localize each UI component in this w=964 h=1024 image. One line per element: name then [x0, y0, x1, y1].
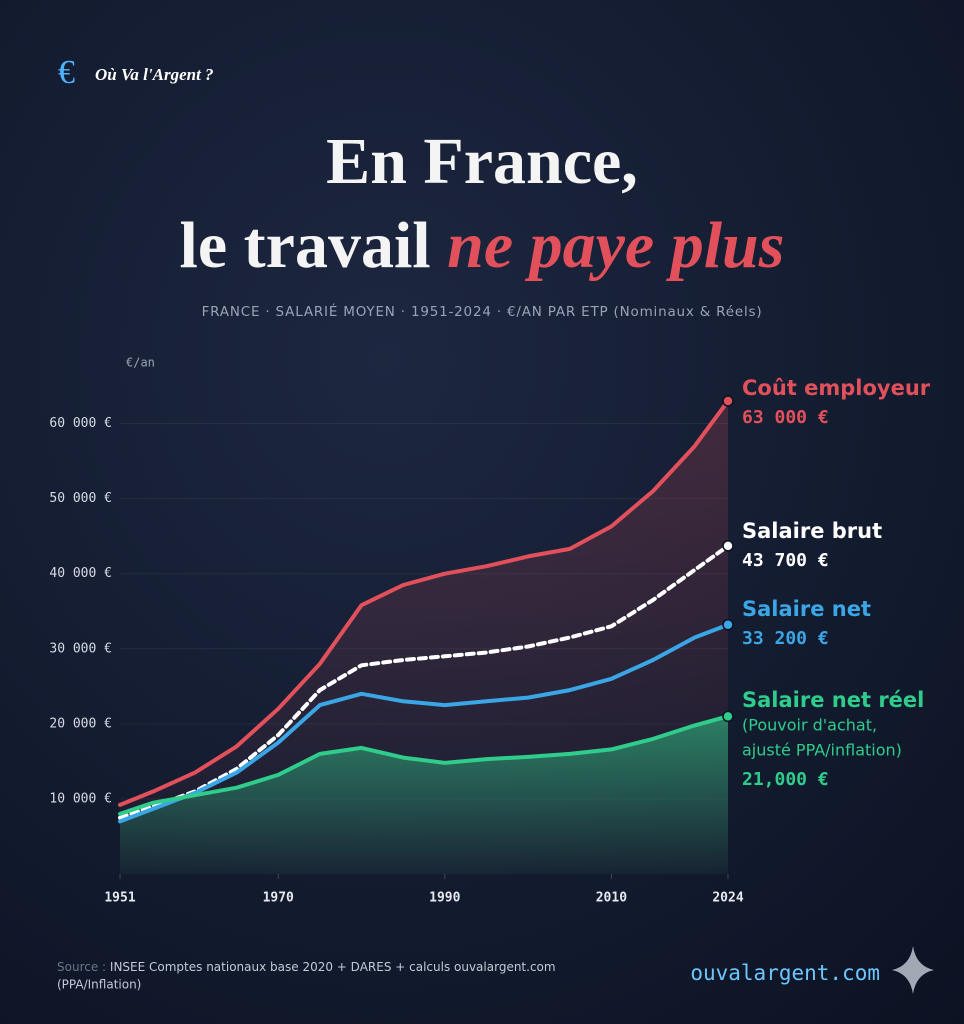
end-point [722, 540, 734, 552]
brand-logo: € [58, 54, 75, 91]
x-tick-label: 1951 [104, 891, 135, 906]
value-label: 33 200 € [742, 628, 829, 649]
source: Source : INSEE Comptes nationaux base 20… [57, 960, 556, 974]
x-tick-label: 1970 [263, 891, 294, 906]
legend-label: Coût employeur [742, 376, 931, 400]
area [120, 716, 728, 874]
line [118, 399, 730, 807]
legend-label: Salaire net réel [742, 688, 924, 712]
value-label: 43 700 € [742, 550, 829, 571]
series-note: (Pouvoir d'achat, [742, 716, 877, 735]
y-tick-label: 50 000 € [49, 491, 112, 506]
series-note: ajusté PPA/inflation) [742, 741, 902, 760]
sparkle-icon [892, 946, 934, 994]
y-tick-label: 60 000 € [49, 416, 112, 431]
x-tick-label: 2010 [596, 891, 627, 906]
source-text: (PPA/Inflation) [57, 978, 141, 992]
line [118, 622, 730, 824]
y-tick-label: 30 000 € [49, 641, 112, 656]
title-line: En France, [326, 125, 638, 198]
y-tick-label: 40 000 € [49, 566, 112, 581]
y-tick-label: 20 000 € [49, 716, 112, 731]
value-label: 21,000 € [742, 769, 829, 790]
end-point [722, 395, 734, 407]
x-tick-label: 2024 [712, 891, 743, 906]
line [118, 543, 730, 820]
end-point [722, 710, 734, 723]
plot: 10 000 € 20 000 € 30 000 € 40 000 € 50 000 €… [49, 376, 930, 906]
y-axis-label: €/an [126, 356, 155, 370]
legend-label: Salaire brut [742, 519, 882, 543]
y-tick-label: 10 000 € [49, 791, 112, 806]
end-point [722, 619, 734, 631]
title-line: le travail ne paye plus [180, 209, 785, 282]
brand-name: Où Va l'Argent ? [95, 65, 214, 84]
site: ouvalargent.com [690, 961, 880, 985]
legend-label: Salaire net [742, 597, 871, 621]
x-tick-label: 1990 [429, 891, 460, 906]
title-text: le travail [180, 209, 431, 282]
source-label: Source : [57, 960, 106, 974]
subtitle: FRANCE · SALARIÉ MOYEN · 1951-2024 · €/A… [202, 303, 763, 320]
source-text: INSEE Comptes nationaux base 2020 + DARE… [110, 960, 556, 974]
value-label: 63 000 € [742, 407, 829, 428]
title-emphasis: ne paye plus [447, 209, 784, 282]
line [118, 714, 730, 816]
